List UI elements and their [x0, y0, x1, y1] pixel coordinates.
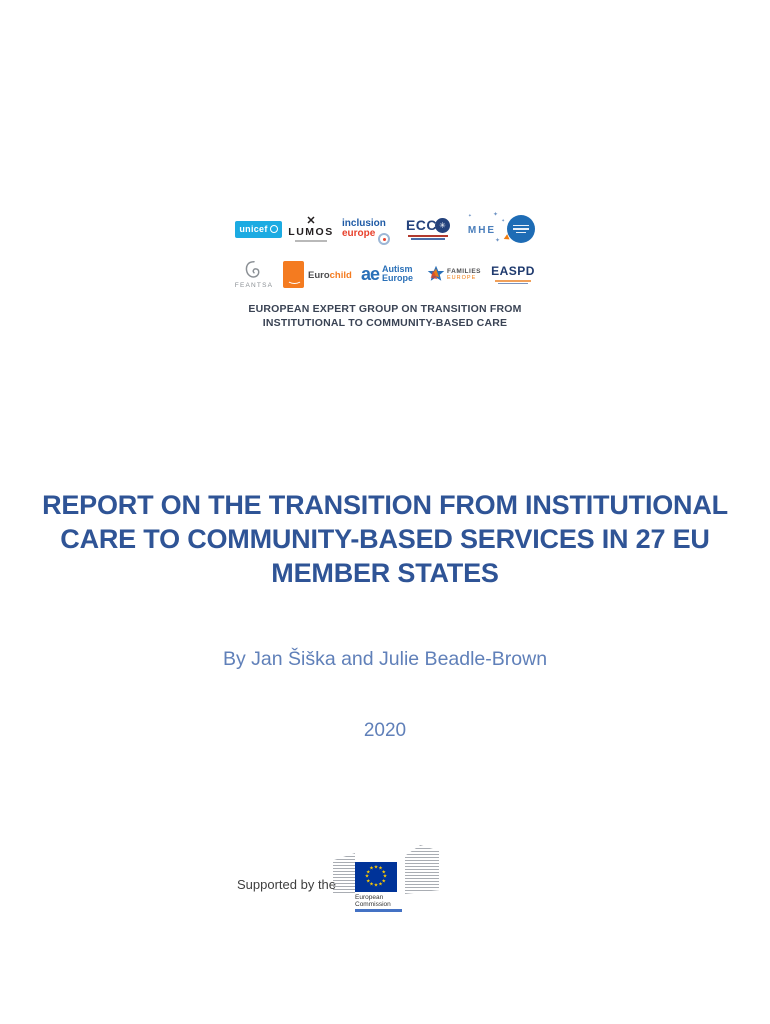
inclusion-europe-swirl-icon	[378, 233, 390, 245]
ec-logo-text: European Commission	[355, 894, 391, 908]
ec-logo-blue-bar	[355, 909, 402, 912]
eccl-tagline-bar-red	[408, 234, 448, 237]
feantsa-logo-text: FEANTSA	[234, 282, 274, 289]
authors-byline: By Jan Šiška and Julie Beadle-Brown	[222, 648, 548, 670]
report-title-line2: CARE TO COMMUNITY-BASED SERVICES IN 27 E…	[60, 524, 710, 554]
autism-europe-logo: ae Autism Europe	[356, 263, 418, 284]
european-commission-logo: ★ ★ ★ ★ ★ ★ ★ ★ ★ ★ ★ ★ European Commiss…	[333, 838, 440, 912]
inclusion-europe-word2: europe	[342, 228, 376, 239]
mental-health-europe-logo: ✦ ✦ ✦ ✦ MHE	[464, 212, 505, 244]
mhe-star-icon: ✦	[494, 238, 500, 244]
expert-group-caption-line2: INSTITUTIONAL TO COMMUNITY-BASED CARE	[262, 316, 508, 329]
edf-text-line	[516, 231, 526, 234]
lumos-tagline-bar	[295, 240, 327, 242]
mhe-logo-text: MHE	[467, 225, 497, 236]
families-europe-star-icon	[427, 265, 445, 281]
ec-logo-right-lines	[405, 845, 439, 894]
lumos-logo-text: LUMOS	[288, 226, 334, 239]
lumos-moth-icon: ✕	[306, 215, 316, 228]
edf-text-line	[513, 228, 529, 230]
inclusion-europe-word1: inclusion	[342, 218, 386, 229]
logo-row-2: FEANTSA Eurochild ae Autism Europe	[230, 254, 540, 294]
eurochild-logo: Eurochild	[283, 260, 352, 288]
eu-flag-icon: ★ ★ ★ ★ ★ ★ ★ ★ ★ ★ ★ ★	[355, 862, 397, 892]
unicef-logo-text: unicef	[239, 224, 268, 234]
ec-logo-left-lines	[333, 853, 355, 894]
edf-text-line	[513, 224, 529, 227]
easpd-logo: EASPD	[490, 264, 536, 284]
mhe-star-icon: ✦	[492, 212, 498, 218]
autism-europe-monogram: ae	[360, 264, 380, 284]
expert-group-caption: EUROPEAN EXPERT GROUP ON TRANSITION FROM…	[230, 303, 540, 330]
eccl-logo-text: ECC	[405, 216, 438, 233]
easpd-tagline-bar-blue	[498, 282, 528, 284]
footer: Supported by the ★ ★ ★ ★ ★ ★ ★ ★ ★ ★ ★ ★…	[237, 838, 447, 916]
families-europe-logo: FAMILIES EUROPE	[427, 261, 481, 287]
lumos-logo: ✕ LUMOS	[288, 215, 334, 242]
logo-row-1: unicef ✕ LUMOS inclusion europe ECC ✳	[230, 207, 540, 251]
expert-group-caption-line1: EUROPEAN EXPERT GROUP ON TRANSITION FROM	[248, 303, 522, 315]
report-title-line1: REPORT ON THE TRANSITION FROM INSTITUTIO…	[42, 490, 728, 520]
easpd-tagline-bar-orange	[495, 280, 531, 282]
eccl-emblem-icon: ✳	[435, 217, 451, 233]
partner-logos-band: unicef ✕ LUMOS inclusion europe ECC ✳	[230, 207, 540, 330]
autism-europe-word2: Europe	[382, 273, 414, 283]
mhe-star-icon: ✦	[468, 213, 472, 218]
unicef-globe-icon	[269, 225, 278, 233]
eurochild-smile-icon	[283, 260, 304, 288]
eccl-logo: ECC ✳	[399, 216, 457, 241]
publication-year: 2020	[363, 720, 407, 741]
supported-by-text: Supported by the	[237, 877, 337, 892]
easpd-logo-text: EASPD	[491, 264, 535, 278]
report-title: REPORT ON THE TRANSITION FROM INSTITUTIO…	[0, 488, 770, 590]
eccl-tagline-bar-blue	[411, 238, 445, 241]
eurochild-word1: Euro	[308, 270, 330, 281]
autism-europe-word1: Autism	[382, 263, 413, 274]
families-europe-word2: EUROPE	[447, 274, 477, 281]
families-europe-word1: FAMILIES	[447, 267, 481, 275]
unicef-logo: unicef	[235, 220, 282, 238]
feantsa-swirl-icon	[245, 261, 260, 278]
european-disability-forum-logo	[507, 215, 535, 243]
mhe-star-icon: ✦	[501, 218, 505, 223]
inclusion-europe-logo: inclusion europe	[340, 218, 392, 245]
eurochild-word2: child	[329, 270, 352, 281]
report-title-line3: MEMBER STATES	[271, 558, 499, 588]
ec-logo-text-line2: Commission	[355, 901, 391, 908]
feantsa-logo: FEANTSA	[234, 259, 274, 289]
ec-logo-text-line1: European	[355, 894, 384, 901]
